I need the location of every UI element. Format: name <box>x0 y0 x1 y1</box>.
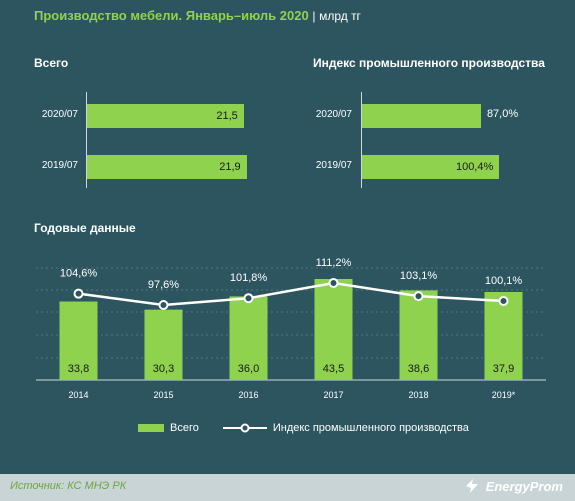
total-axis <box>86 92 87 188</box>
legend-line-icon <box>222 423 267 433</box>
annual-bar <box>144 309 183 380</box>
index-point <box>158 300 169 310</box>
index-point-label: 111,2% <box>316 257 352 269</box>
x-tick-label: 2019* <box>492 390 516 400</box>
x-tick-label: 2014 <box>68 390 88 400</box>
total-bar-label: 21,9 <box>219 161 241 173</box>
section-annual-title: Годовые данные <box>34 221 136 235</box>
index-axis <box>361 92 362 188</box>
annual-bar-label: 37,9 <box>493 363 514 375</box>
index-point-label: 101,8% <box>230 272 268 284</box>
annual-bar <box>484 292 523 380</box>
annual-bar <box>314 279 353 380</box>
annual-bar-label: 38,6 <box>408 363 429 375</box>
index-bar <box>362 155 500 179</box>
title-text: Производство мебели. Январь–июль 2020 <box>34 8 309 23</box>
brand-logo: EnergyProm <box>463 478 563 494</box>
title-separator: | <box>312 9 316 23</box>
index-point <box>328 278 339 288</box>
chart-title: Производство мебели. Январь–июль 2020 | … <box>34 8 361 23</box>
footer: Источник: КС МНЭ РК EnergyProm <box>0 474 575 501</box>
annual-bar-label: 30,3 <box>153 363 174 375</box>
annual-bar-label: 43,5 <box>323 363 344 375</box>
total-row-label: 2019/07 <box>41 160 78 171</box>
index-point-label: 100,1% <box>485 275 523 287</box>
index-point-label: 103,1% <box>400 270 438 282</box>
index-point <box>413 291 424 302</box>
source-text: Источник: КС МНЭ РК <box>10 480 127 492</box>
annual-bar <box>229 296 268 380</box>
legend-label-line: Индекс промышленного производства <box>272 422 469 434</box>
total-bar-label: 21,5 <box>216 110 238 122</box>
x-tick-label: 2016 <box>238 390 258 400</box>
annual-bar <box>399 290 438 380</box>
index-point <box>73 288 84 299</box>
index-line <box>78 281 504 307</box>
x-tick-label: 2018 <box>408 390 428 400</box>
x-tick-label: 2017 <box>323 390 343 400</box>
legend: Всего Индекс промышленного производства <box>138 422 469 434</box>
index-row-label: 2019/07 <box>315 160 352 171</box>
index-bar-label: 87,0% <box>486 108 519 120</box>
section-index-title: Индекс промышленного производства <box>313 56 545 70</box>
index-point <box>243 293 254 304</box>
x-tick-label: 2015 <box>153 390 173 400</box>
annual-chart: 33,8 2014 30,3 2015 36,0 2016 43,5 2017 38,6 2018… <box>36 257 546 400</box>
index-point-label: 97,6% <box>148 279 179 291</box>
total-row-label: 2020/07 <box>41 109 78 120</box>
legend-swatch-bar <box>138 424 164 432</box>
annual-bar-label: 36,0 <box>238 363 259 375</box>
index-row-label: 2020/07 <box>315 109 352 120</box>
lightning-icon <box>465 479 478 493</box>
total-bar <box>87 104 244 128</box>
index-bar-label: 100,4% <box>455 161 494 173</box>
total-bar <box>87 155 247 179</box>
section-total-title: Всего <box>34 56 69 70</box>
index-bar <box>362 104 481 128</box>
index-point-label: 104,6% <box>60 268 98 280</box>
index-point <box>498 295 509 306</box>
brand-name: EnergyProm <box>485 478 563 494</box>
annual-bar-label: 33,8 <box>68 363 89 375</box>
legend-label-bar: Всего <box>170 422 199 434</box>
title-unit: млрд тг <box>319 9 361 23</box>
annual-bar <box>59 301 98 380</box>
